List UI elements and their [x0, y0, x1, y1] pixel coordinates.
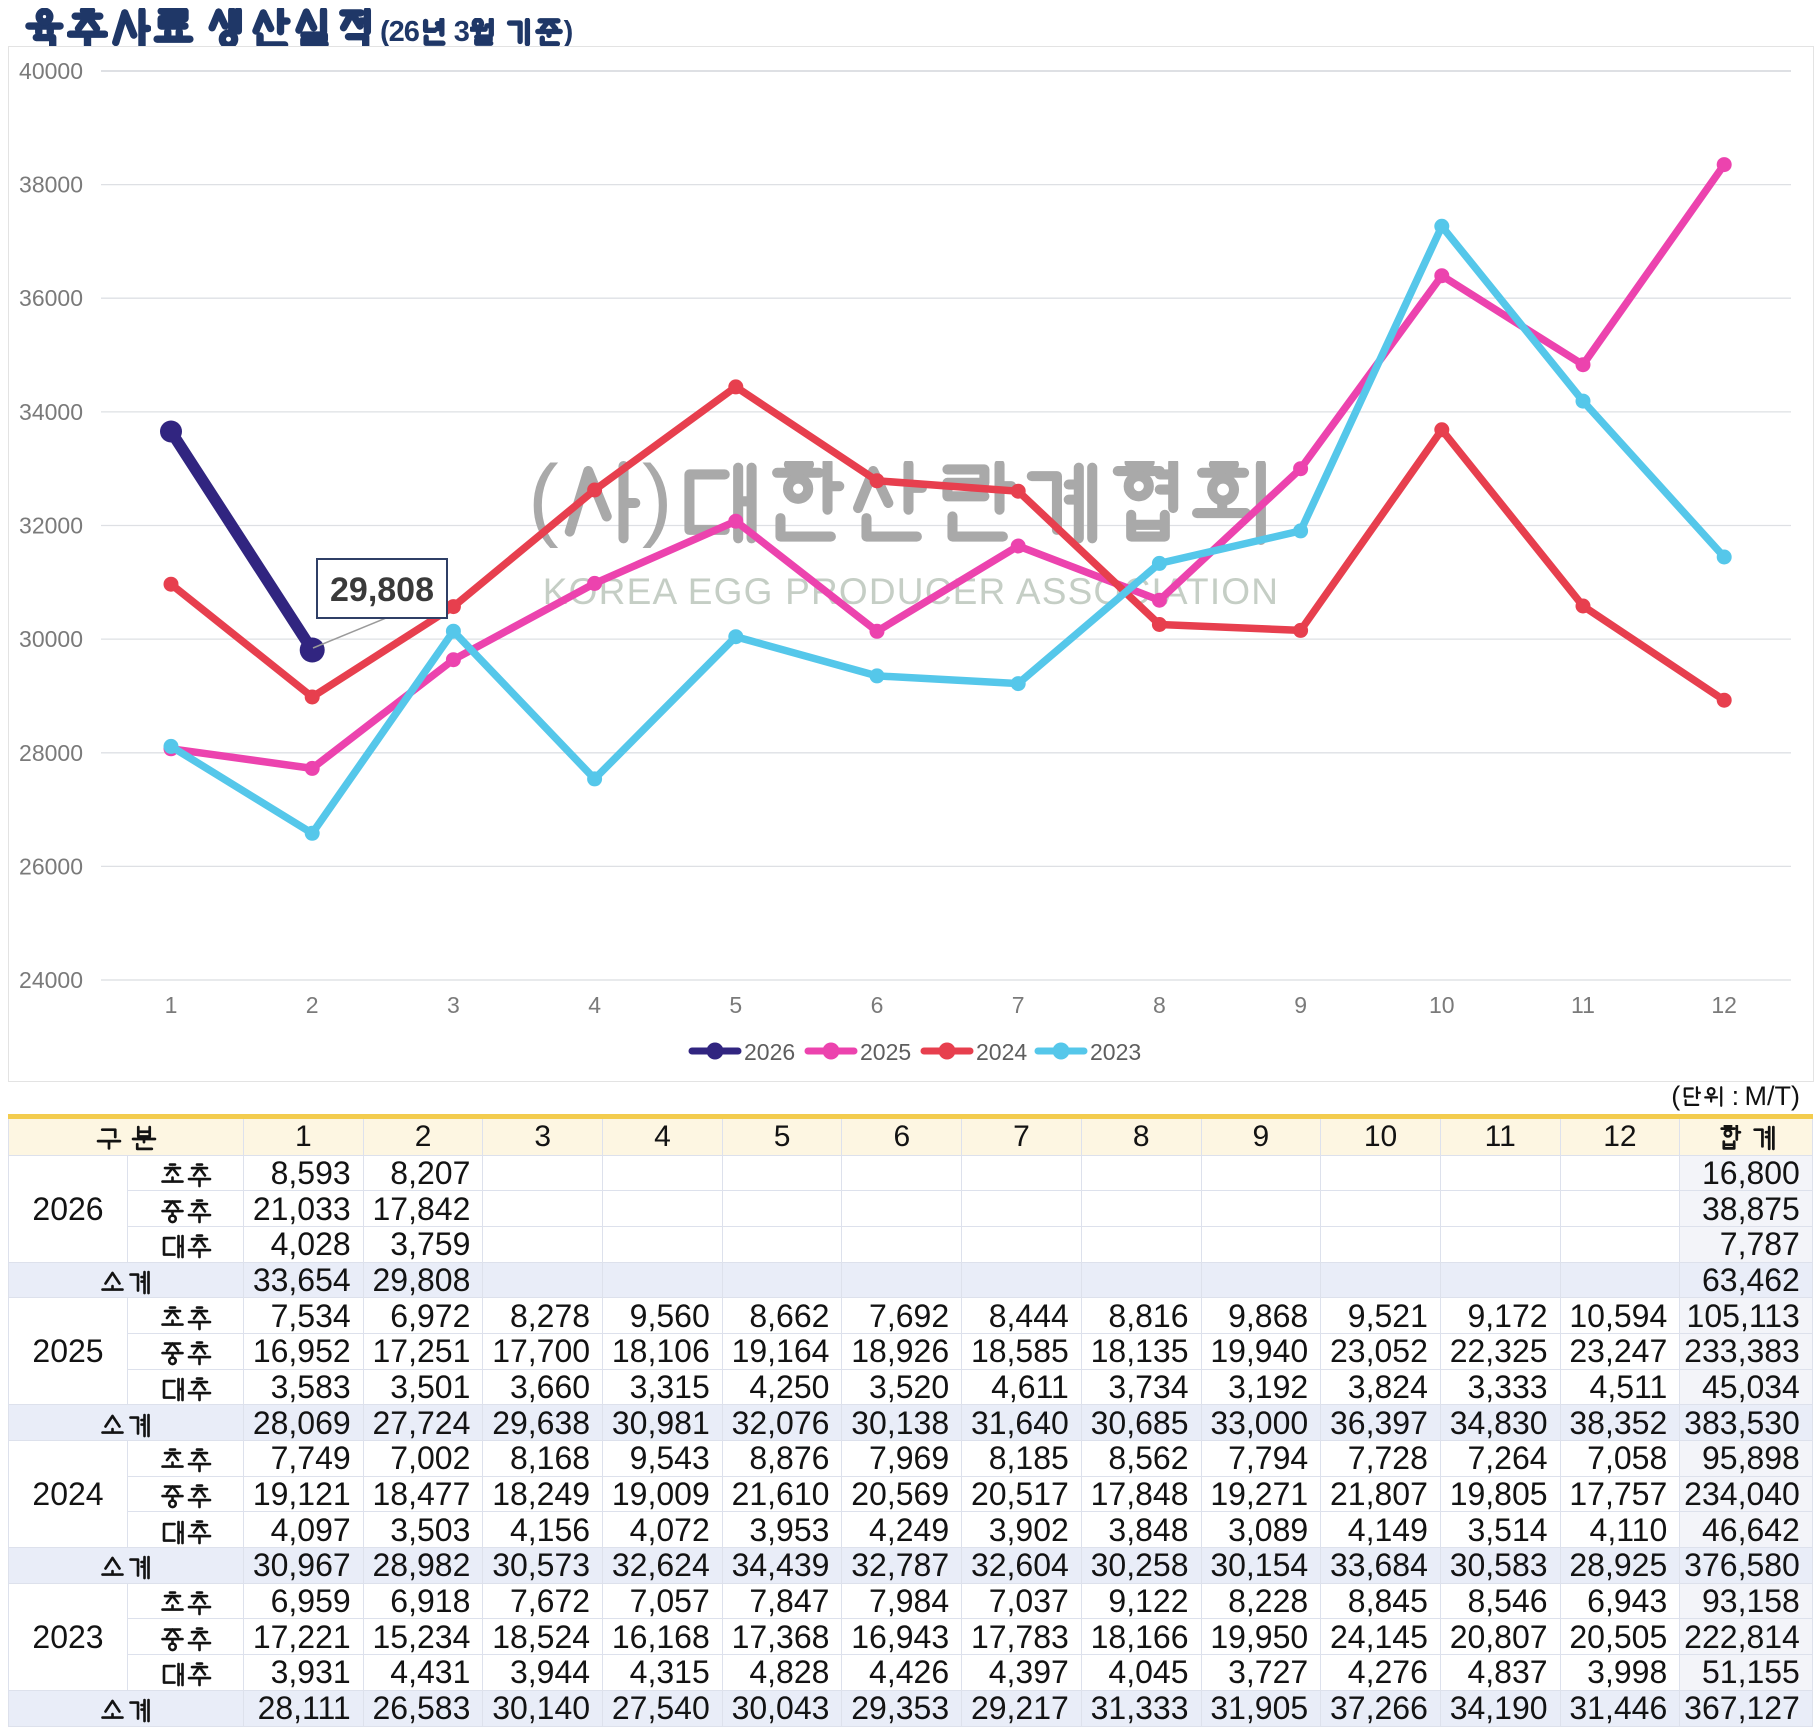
- svg-text:3: 3: [447, 992, 460, 1018]
- svg-text:2025: 2025: [860, 1039, 911, 1065]
- svg-text:2: 2: [306, 992, 319, 1018]
- svg-text:5: 5: [729, 992, 742, 1018]
- svg-text:36000: 36000: [19, 285, 83, 311]
- svg-text:8: 8: [1153, 992, 1166, 1018]
- svg-text:30000: 30000: [19, 626, 83, 652]
- svg-text:32000: 32000: [19, 513, 83, 539]
- svg-text:12: 12: [1711, 992, 1737, 1018]
- svg-text:34000: 34000: [19, 399, 83, 425]
- svg-text:2026: 2026: [744, 1039, 795, 1065]
- svg-text:28000: 28000: [19, 740, 83, 766]
- svg-text:1: 1: [165, 992, 178, 1018]
- svg-text:2023: 2023: [1090, 1039, 1141, 1065]
- svg-text:4: 4: [588, 992, 601, 1018]
- svg-text:29,808: 29,808: [330, 571, 434, 609]
- svg-text:7: 7: [1012, 992, 1025, 1018]
- svg-text:2024: 2024: [976, 1039, 1027, 1065]
- svg-text:11: 11: [1571, 992, 1595, 1018]
- svg-text:40000: 40000: [19, 58, 83, 84]
- svg-text:9: 9: [1294, 992, 1307, 1018]
- svg-text:26000: 26000: [19, 853, 83, 879]
- svg-text:): ): [642, 447, 673, 549]
- svg-text:38000: 38000: [19, 172, 83, 198]
- svg-text:10: 10: [1429, 992, 1455, 1018]
- svg-text:6: 6: [871, 992, 884, 1018]
- svg-text:24000: 24000: [19, 967, 83, 993]
